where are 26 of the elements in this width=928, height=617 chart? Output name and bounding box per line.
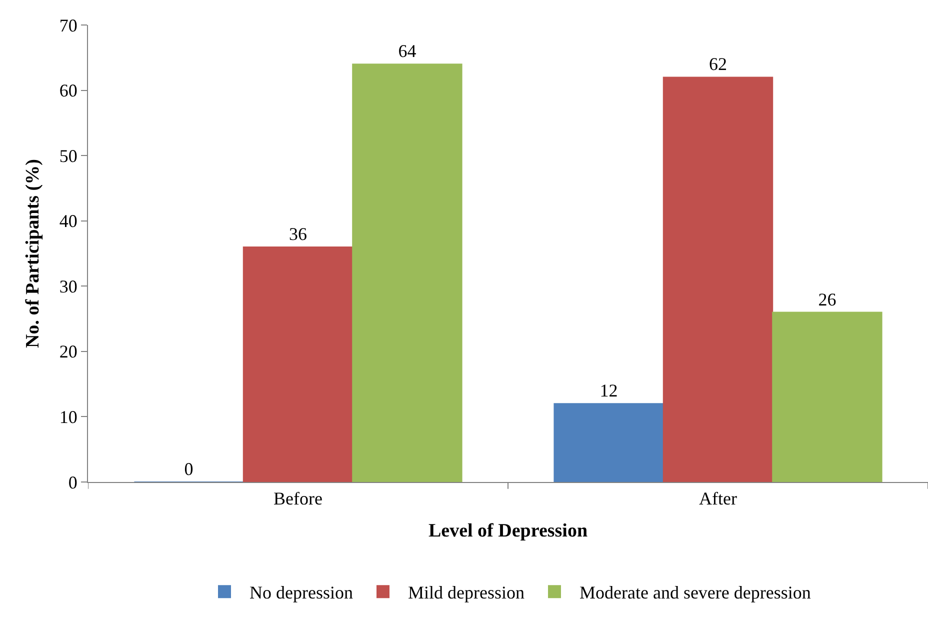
y-tick-label: 10	[59, 407, 78, 428]
y-tick-label: 60	[59, 80, 78, 101]
data-label: 12	[600, 380, 618, 401]
bar	[554, 403, 664, 482]
y-tick-label: 50	[59, 146, 78, 166]
y-tick-label: 70	[59, 15, 78, 36]
bar	[772, 312, 882, 482]
legend-label: Mild depression	[408, 582, 524, 603]
y-tick-label: 20	[59, 342, 78, 362]
data-label: 26	[818, 289, 836, 310]
bar	[352, 64, 462, 482]
y-tick-label: 0	[68, 472, 78, 492]
bar	[242, 246, 354, 482]
data-label: 64	[398, 41, 416, 62]
y-axis-title: No. of Participants (%)	[22, 159, 44, 348]
bar	[662, 76, 774, 482]
legend-label: Moderate and severe depression	[579, 582, 811, 603]
data-label: 36	[289, 224, 307, 244]
y-tick-label: 30	[59, 276, 78, 296]
data-label: 0	[184, 459, 194, 479]
data-label: 62	[709, 54, 727, 74]
x-tick-label: Before	[274, 488, 322, 509]
x-tick-label: After	[699, 488, 737, 509]
y-tick-label: 40	[59, 211, 78, 232]
legend-label: No depression	[250, 582, 353, 603]
x-axis-title: Level of Depression	[428, 520, 588, 542]
